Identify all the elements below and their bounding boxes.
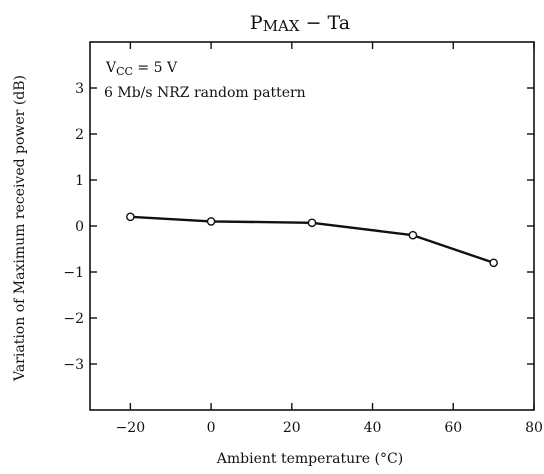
y-tick-label: −1 — [63, 265, 84, 281]
y-tick-label: 3 — [75, 81, 84, 97]
data-point — [408, 230, 418, 240]
y-tick-label: −2 — [63, 311, 84, 327]
plot-area: −20 0 20 40 60 80 −3 −2 −1 0 1 2 3 — [63, 41, 543, 436]
chart-title: PMAX − Ta — [250, 12, 350, 35]
y-tick-label: 1 — [75, 173, 84, 189]
data-point — [206, 217, 216, 226]
data-point — [489, 258, 498, 268]
y-tick-label: −3 — [63, 357, 84, 373]
data-point — [307, 218, 317, 228]
y-axis-label: Variation of Maximum received power (dB) — [12, 75, 28, 382]
x-tick-label: 20 — [283, 420, 301, 436]
x-tick-label: −20 — [116, 420, 146, 436]
x-tick-label: 80 — [525, 420, 543, 436]
x-tick-label: 60 — [444, 420, 462, 436]
x-tick-label: 40 — [364, 420, 382, 436]
annotation-pattern: 6 Mb/s NRZ random pattern — [104, 85, 306, 101]
annotation-vcc: VCC = 5 V — [105, 60, 178, 78]
x-axis-label: Ambient temperature (°C) — [216, 451, 403, 467]
y-tick-label: 0 — [75, 219, 84, 235]
x-tick-label: 0 — [207, 420, 216, 436]
y-tick-label: 2 — [75, 127, 84, 143]
data-point — [126, 212, 135, 222]
